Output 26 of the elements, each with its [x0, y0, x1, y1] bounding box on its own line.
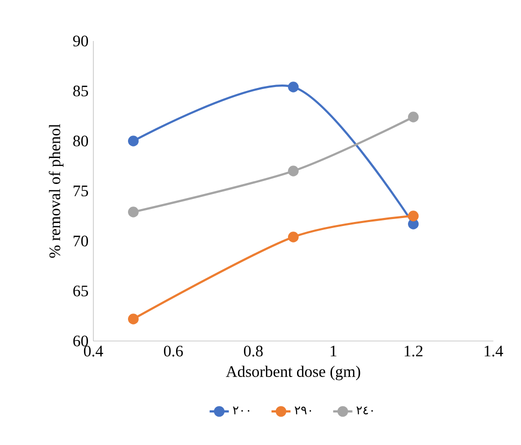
point: [128, 206, 139, 218]
point: [288, 232, 299, 242]
x-tick-label: 1.4: [484, 346, 504, 356]
y-tick-label: 60: [73, 336, 88, 346]
legend-label: ٢٠٠: [232, 406, 250, 414]
point: [408, 210, 419, 222]
y-tick-label: 70: [74, 236, 88, 246]
x-tick-label: 1.2: [404, 346, 422, 357]
y-tick-label: 90: [73, 36, 88, 46]
point: [288, 166, 299, 176]
x-tick-label: 0.8: [244, 346, 263, 357]
x-tick-label: 0.4: [84, 346, 104, 357]
y-tick-label: 85: [73, 86, 88, 96]
legend-label: ٢٩٠: [294, 406, 311, 414]
point: [288, 82, 299, 92]
x-axis-title: Adsorbent dose (gm): [226, 366, 360, 380]
y-tick-label: 80: [73, 136, 88, 146]
x-tick-label: 1: [330, 346, 336, 356]
point: [128, 136, 139, 146]
legend-label: ٢٤٠: [356, 406, 373, 414]
y-tick-label: 65: [73, 286, 88, 296]
y-tick-label: 75: [74, 186, 88, 196]
y-axis-title: % removal of phenol: [48, 124, 64, 258]
point: [128, 314, 139, 324]
x-tick-label: 0.6: [164, 346, 183, 357]
point: [408, 112, 419, 122]
